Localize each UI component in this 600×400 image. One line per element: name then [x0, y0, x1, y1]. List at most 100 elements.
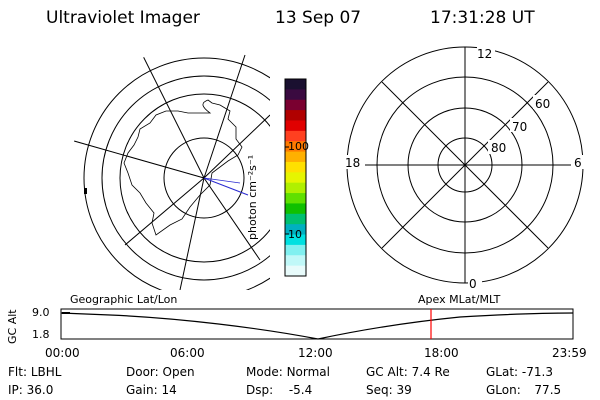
time-tick-0: 00:00 — [45, 346, 80, 360]
time-tick-4: 23:59 — [552, 346, 587, 360]
label-bg — [510, 118, 530, 132]
subsolar-line — [203, 177, 241, 184]
geographic-panel-title: Geographic Lat/Lon — [70, 293, 178, 306]
color-scale-cell — [285, 141, 306, 153]
color-scale-cell — [285, 244, 306, 256]
color-scale-cell — [285, 172, 306, 184]
image-time: 17:31:28 UT — [430, 8, 535, 28]
filter-value: LBHL — [30, 365, 62, 379]
door-label: Door: — [126, 365, 159, 379]
filter-info: Flt: LBHL — [8, 365, 61, 379]
mlt-line — [381, 81, 549, 249]
time-tick-3: 18:00 — [424, 346, 459, 360]
ip-value: 36.0 — [26, 383, 54, 397]
color-scale-cell — [285, 151, 306, 163]
color-scale-cell — [285, 110, 306, 121]
meridian-line — [203, 54, 246, 179]
color-bar — [284, 78, 307, 277]
instrument-title: Ultraviolet Imager — [46, 8, 200, 28]
glat-info: GLat: -71.3 — [486, 365, 553, 379]
subsolar-line — [203, 177, 249, 196]
dsp-value: -5.4 — [288, 383, 313, 397]
label-bg — [345, 155, 365, 169]
color-scale-cell — [285, 203, 306, 215]
label-bg — [488, 140, 508, 154]
color-scale-cell — [285, 79, 306, 90]
meridian-line — [203, 177, 261, 261]
mlat-label-70: 70 — [512, 120, 528, 134]
coastline — [123, 99, 243, 236]
color-scale-cell — [285, 120, 306, 132]
glon-label: GLon: — [486, 383, 521, 397]
altitude-plot — [60, 308, 574, 340]
color-scale-cell — [285, 265, 306, 277]
color-scale-cell — [285, 161, 306, 173]
label-bg — [571, 155, 585, 169]
mode-label: Mode: — [246, 365, 283, 379]
meridian-line — [69, 136, 205, 179]
mlt-label-6: 6 — [574, 156, 582, 170]
door-info: Door: Open — [126, 365, 195, 379]
polar-panel-title: Apex MLat/MLT — [418, 293, 501, 306]
color-scale-cell — [285, 234, 306, 246]
color-scale-cell — [285, 193, 306, 204]
altitude-curve — [60, 312, 574, 340]
label-bg — [468, 275, 482, 289]
glon-value: 77.5 — [534, 383, 562, 397]
mode-info: Mode: Normal — [246, 365, 330, 379]
color-scale-cell — [285, 89, 306, 101]
glat-label: GLat: — [486, 365, 519, 379]
altitude-y-min: 1.8 — [32, 328, 50, 341]
time-tick-1: 06:00 — [170, 346, 205, 360]
label-bg — [533, 95, 553, 109]
color-scale — [285, 79, 306, 277]
color-scale-cell — [285, 255, 306, 267]
mlt-label-12: 12 — [477, 47, 493, 61]
image-date: 13 Sep 07 — [275, 8, 362, 28]
mlat-label-80: 80 — [491, 141, 507, 155]
altitude-plot-frame — [60, 308, 574, 340]
altitude-axis-label: GC Alt — [6, 309, 19, 344]
gain-info: Gain: 14 — [126, 383, 177, 397]
color-bar-frame — [284, 78, 307, 277]
label-bg — [477, 47, 495, 61]
mlat-label-60: 60 — [535, 97, 551, 111]
meridian-line — [179, 177, 205, 290]
meridian-line — [134, 45, 205, 179]
latitude-circle — [83, 57, 270, 290]
latitude-circle — [101, 75, 270, 281]
ip-info: IP: 36.0 — [8, 383, 53, 397]
time-tick-2: 12:00 — [298, 346, 333, 360]
gc-alt-label: GC Alt: — [366, 365, 408, 379]
mlt-label-18: 18 — [345, 156, 361, 170]
glon-info: GLon: 77.5 — [486, 383, 561, 397]
seq-value: 39 — [396, 383, 412, 397]
seq-info: Seq: 39 — [366, 383, 412, 397]
gain-value: 14 — [161, 383, 177, 397]
gc-alt-value: 7.4 Re — [411, 365, 450, 379]
dsp-info: Dsp: -5.4 — [246, 383, 312, 397]
latitude-circle — [163, 137, 245, 219]
gain-label: Gain: — [126, 383, 158, 397]
geographic-map — [69, 45, 270, 290]
glat-value: -71.3 — [521, 365, 553, 379]
ip-label: IP: — [8, 383, 23, 397]
color-bar-unit-label: photon cm⁻²s⁻¹ — [246, 154, 259, 240]
meridian-line — [124, 177, 205, 246]
color-scale-cell — [285, 130, 306, 142]
seq-label: Seq: — [366, 383, 393, 397]
color-scale-cell — [285, 182, 306, 194]
door-value: Open — [162, 365, 195, 379]
color-scale-cell — [285, 99, 306, 111]
filter-label: Flt: — [8, 365, 27, 379]
mlt-label-0: 0 — [469, 277, 477, 291]
polar-plot — [345, 46, 585, 289]
station-marker — [84, 188, 87, 194]
color-scale-cell — [285, 213, 306, 225]
dsp-label: Dsp: — [246, 383, 274, 397]
color-bar-tick-100: 100 — [288, 140, 309, 153]
color-bar-tick-10: 10 — [288, 228, 302, 241]
latitude-circle — [119, 93, 270, 263]
altitude-y-max: 9.0 — [32, 306, 50, 319]
color-scale-cell — [285, 224, 306, 236]
